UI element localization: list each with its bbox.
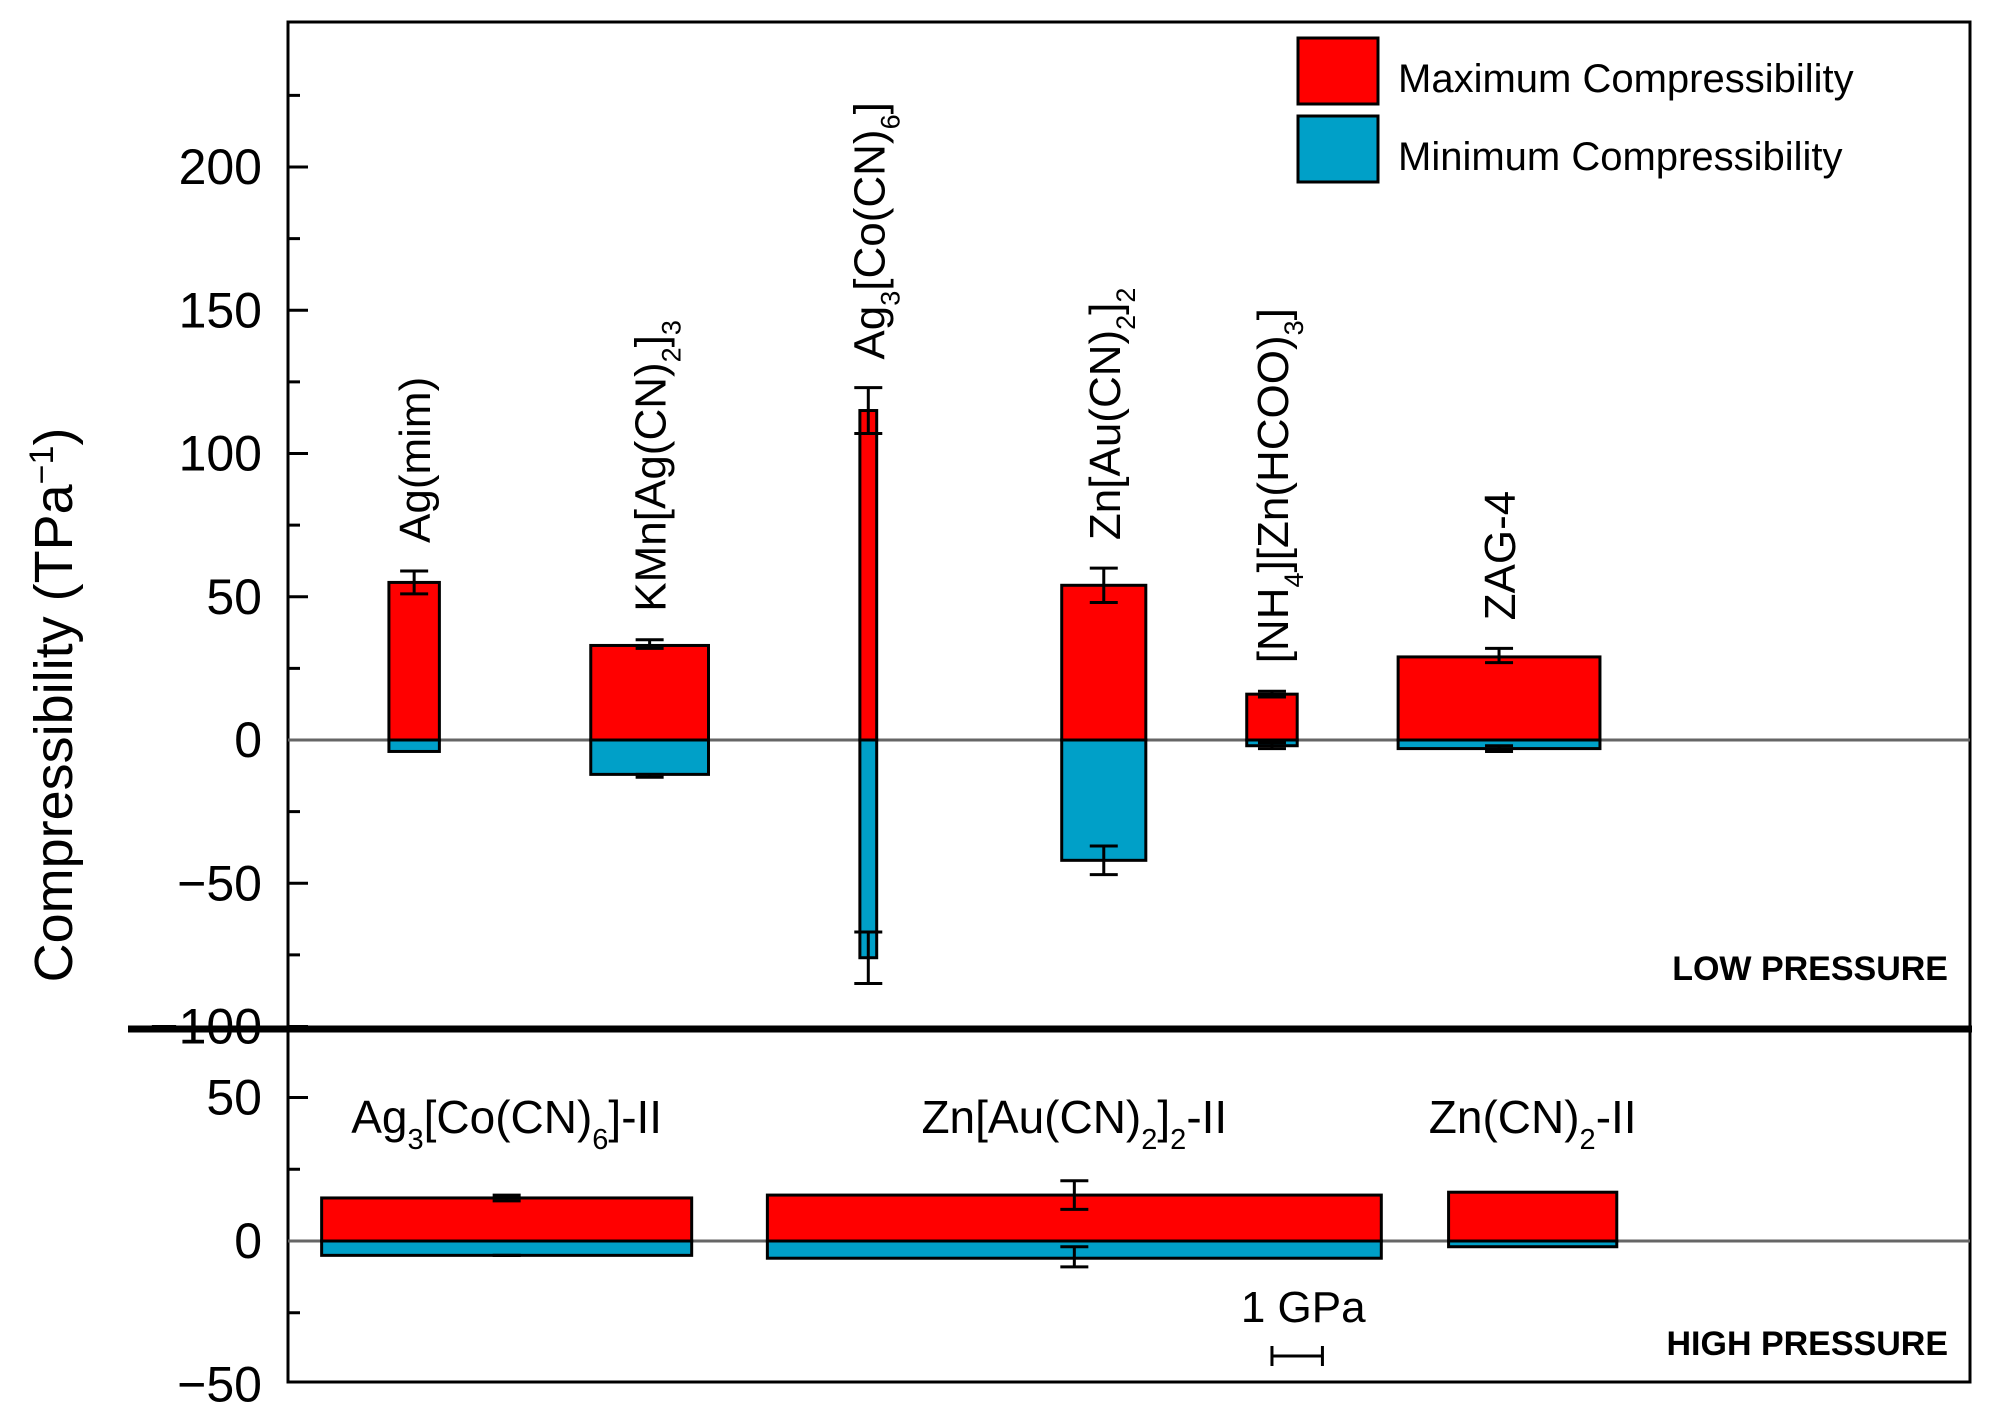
y-tick-label: 50 — [206, 1070, 262, 1126]
label-subscript: 3 — [1279, 320, 1309, 335]
y-tick-label: 50 — [206, 569, 262, 625]
y-tick-label: 150 — [179, 282, 262, 338]
label-subscript: 4 — [1279, 572, 1309, 587]
legend-min-swatch — [1296, 114, 1380, 184]
max-bar — [320, 1196, 694, 1243]
min-bar — [589, 738, 711, 776]
label-subscript: 2 — [1111, 288, 1141, 303]
min-bar — [387, 738, 441, 753]
max-bar — [1396, 655, 1602, 742]
min-bar — [320, 1239, 694, 1257]
max-bar — [1060, 583, 1148, 742]
high-pressure-tag: HIGH PRESSURE — [1667, 1325, 1949, 1363]
label-text: ] — [1081, 303, 1130, 315]
compound-label: Ag3[Co(CN)6]-II — [351, 1091, 662, 1156]
compound-label: Ag(mim) — [391, 377, 440, 543]
compound-label: Zn(CN)2-II — [1429, 1091, 1637, 1156]
compound-label: Zn[Au(CN)2]2-II — [921, 1091, 1227, 1156]
max-bar — [589, 643, 711, 742]
max-bar — [1447, 1190, 1619, 1243]
y-tick-label: 200 — [179, 139, 262, 195]
label-subscript: 2 — [1580, 1124, 1596, 1156]
compound-label: ZAG-4 — [1476, 491, 1525, 621]
label-subscript: 3 — [875, 291, 905, 306]
y-axis-title: Compressibility (TPa−1) — [23, 428, 84, 983]
max-bar — [858, 409, 879, 742]
y-tick-label: −50 — [177, 1357, 262, 1413]
compound-label: KMn[Ag(CN)2]3 — [627, 320, 687, 612]
legend-max-label: Maximum Compressibility — [1398, 57, 1854, 101]
label-subscript: 2 — [1141, 1124, 1157, 1156]
y-tick-label: 100 — [179, 426, 262, 482]
compound-label: Zn[Au(CN)2]2 — [1081, 288, 1141, 541]
legend-min-label: Minimum Compressibility — [1398, 135, 1843, 179]
y-tick-label: −50 — [177, 855, 262, 911]
max-bar — [1245, 692, 1299, 742]
y-tick-label: −100 — [149, 999, 262, 1055]
label-subscript: 3 — [407, 1124, 423, 1156]
label-subscript: 3 — [657, 320, 687, 335]
label-text: Ag — [351, 1091, 407, 1143]
label-text: ][Zn(HCOO) — [1249, 335, 1298, 572]
y-tick-label: 0 — [234, 1213, 262, 1269]
label-text: [Co(CN) — [424, 1091, 593, 1143]
legend: Maximum Compressibility Minimum Compress… — [1296, 36, 1854, 184]
max-bar — [387, 580, 441, 742]
label-subscript: 6 — [592, 1124, 608, 1156]
label-text: ] — [845, 102, 894, 114]
min-bar — [1060, 738, 1148, 862]
label-subscript: 2 — [657, 347, 687, 362]
label-text: -II — [1596, 1091, 1637, 1143]
label-text: Zn(CN) — [1429, 1091, 1580, 1143]
legend-max-swatch — [1296, 36, 1380, 106]
label-text: Ag(mim) — [391, 377, 440, 543]
label-text: ] — [1157, 1091, 1170, 1143]
compound-label: Ag3[Co(CN)6] — [845, 102, 905, 359]
label-text: Ag — [845, 306, 894, 360]
label-text: ]-II — [608, 1091, 662, 1143]
label-subscript: 6 — [875, 114, 905, 129]
label-text: ZAG-4 — [1476, 491, 1525, 621]
label-text: [Co(CN) — [845, 129, 894, 290]
y-tick-label: 0 — [234, 712, 262, 768]
min-bar — [858, 738, 879, 960]
label-text: ] — [1249, 308, 1298, 320]
label-text: KMn[Ag(CN) — [627, 362, 676, 611]
label-subscript: 2 — [1111, 315, 1141, 330]
label-text: Zn[Au(CN) — [1081, 330, 1130, 540]
label-text: ] — [627, 335, 676, 347]
scale-bar-label: 1 GPa — [1241, 1283, 1366, 1332]
min-bar — [1447, 1239, 1619, 1249]
compound-label: [NH4][Zn(HCOO)3] — [1249, 308, 1309, 663]
low-pressure-tag: LOW PRESSURE — [1672, 950, 1948, 988]
label-text: -II — [1186, 1091, 1227, 1143]
label-text: [NH — [1249, 588, 1298, 664]
label-subscript: 2 — [1170, 1124, 1186, 1156]
label-text: Zn[Au(CN) — [921, 1091, 1141, 1143]
